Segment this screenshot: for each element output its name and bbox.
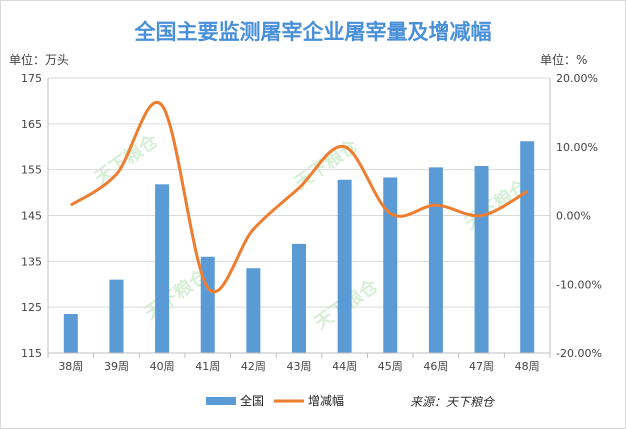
y-left-tick-label: 135 bbox=[21, 255, 42, 268]
x-tick-label: 39周 bbox=[104, 360, 129, 373]
y-left-tick-label: 125 bbox=[21, 301, 42, 314]
x-tick-label: 47周 bbox=[469, 360, 494, 373]
bar bbox=[109, 279, 124, 353]
line-series bbox=[69, 100, 528, 293]
bar-series bbox=[63, 141, 535, 353]
y-right-tick-label: -20.00% bbox=[556, 347, 602, 360]
x-tick-label: 42周 bbox=[241, 360, 266, 373]
left-unit-label: 单位：万头 bbox=[9, 52, 69, 67]
x-tick-label: 48周 bbox=[515, 360, 540, 373]
legend-label-bar: 全国 bbox=[240, 393, 264, 408]
bar bbox=[474, 166, 489, 353]
bar bbox=[520, 141, 535, 353]
legend: 全国 增减幅 bbox=[206, 393, 344, 408]
y-left-tick-label: 145 bbox=[21, 210, 42, 223]
bar bbox=[246, 268, 261, 353]
x-tick-label: 45周 bbox=[378, 360, 403, 373]
bar bbox=[383, 177, 398, 353]
x-tick-label: 43周 bbox=[287, 360, 312, 373]
bar bbox=[155, 184, 170, 353]
right-unit-label: 单位：% bbox=[540, 52, 587, 67]
source-label: 来源：天下粮仓 bbox=[410, 395, 496, 409]
y-right-tick-label: -10.00% bbox=[556, 278, 602, 291]
x-tick-label: 46周 bbox=[423, 360, 448, 373]
y-left-tick-label: 155 bbox=[21, 164, 42, 177]
x-tick-label: 38周 bbox=[58, 360, 83, 373]
bar bbox=[337, 179, 352, 353]
y-right-tick-label: 10.00% bbox=[556, 141, 598, 154]
legend-label-line: 增减幅 bbox=[308, 393, 344, 408]
legend-bar-swatch bbox=[206, 397, 236, 405]
x-tick-label: 40周 bbox=[150, 360, 175, 373]
chart-title: 全国主要监测屠宰企业屠宰量及增减幅 bbox=[134, 20, 492, 44]
y-left-tick-label: 175 bbox=[21, 72, 42, 85]
bar bbox=[200, 256, 215, 353]
line-path bbox=[69, 100, 528, 293]
y-right-tick-label: 0.00% bbox=[556, 210, 591, 223]
x-tick-label: 41周 bbox=[195, 360, 220, 373]
bar bbox=[63, 314, 78, 353]
y-left-tick-label: 165 bbox=[21, 118, 42, 131]
y-right-tick-label: 20.00% bbox=[556, 72, 598, 85]
bar bbox=[292, 243, 306, 353]
axis-layer: 115 125 135 145 155 165 175 20.00% 10.00% 0.00% -1… bbox=[21, 72, 602, 373]
bar bbox=[428, 167, 443, 353]
y-left-tick-label: 115 bbox=[21, 347, 42, 360]
x-tick-label: 44周 bbox=[332, 360, 357, 373]
